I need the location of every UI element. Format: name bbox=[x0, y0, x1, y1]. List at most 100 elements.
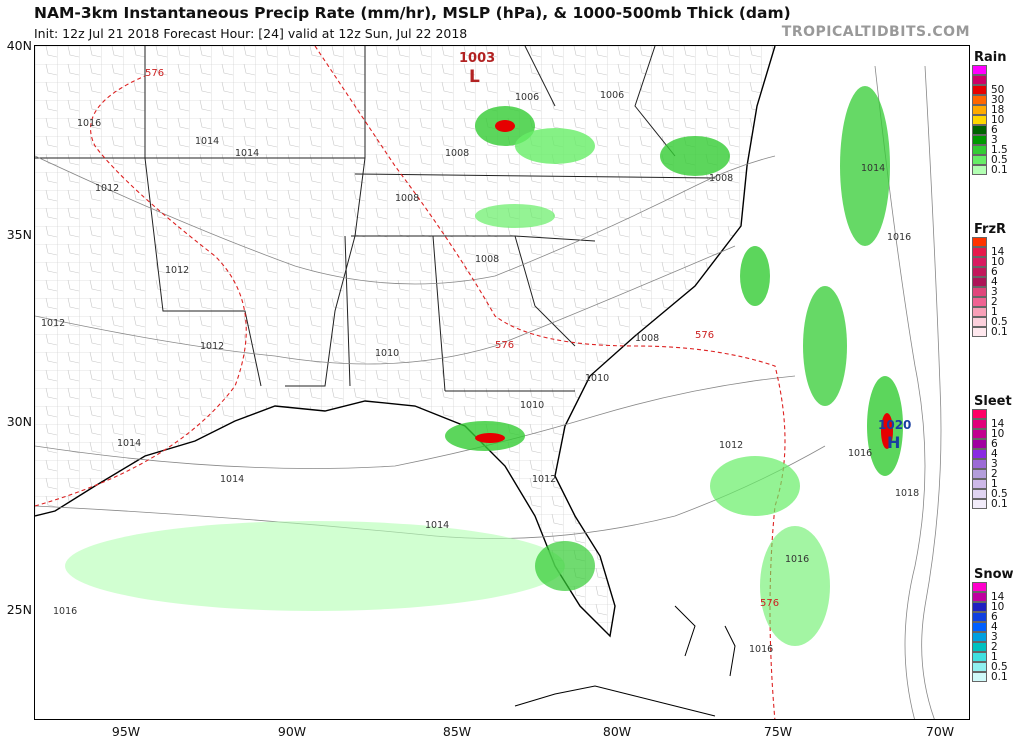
legend-level: 3 bbox=[972, 632, 1024, 642]
precip-cells bbox=[65, 86, 903, 646]
legend-value: 14 bbox=[991, 246, 1005, 258]
legend-level: 10 bbox=[972, 602, 1024, 612]
legend-value: 0.5 bbox=[991, 488, 1008, 500]
legend-value: 10 bbox=[991, 428, 1005, 440]
legend-swatch bbox=[972, 135, 987, 145]
brand-watermark: TROPICALTIDBITS.COM bbox=[781, 24, 970, 40]
legend-value: 6 bbox=[991, 438, 998, 450]
legend-level: 14 bbox=[972, 247, 1024, 257]
svg-text:1010: 1010 bbox=[585, 373, 609, 384]
legend-value: 4 bbox=[991, 276, 998, 288]
svg-text:1014: 1014 bbox=[861, 163, 885, 174]
legend-level bbox=[972, 75, 1024, 85]
legend-swatch bbox=[972, 277, 987, 287]
legend-value: 3 bbox=[991, 134, 998, 146]
weather-map: 576 576 576 576 1016 1014 1012 1014 1012… bbox=[34, 45, 970, 720]
legend-value: 0.5 bbox=[991, 316, 1008, 328]
legend-level: 1 bbox=[972, 479, 1024, 489]
forecast-info: Init: 12z Jul 21 2018 Forecast Hour: [24… bbox=[34, 26, 468, 41]
legend-level: 1 bbox=[972, 652, 1024, 662]
legend-swatch bbox=[972, 499, 987, 509]
legend-swatch bbox=[972, 409, 987, 419]
legend-value: 3 bbox=[991, 631, 998, 643]
svg-text:1006: 1006 bbox=[515, 92, 539, 103]
legend-value: 4 bbox=[991, 448, 998, 460]
legend-level bbox=[972, 65, 1024, 75]
legend-swatch bbox=[972, 145, 987, 155]
legend-rain: Rain 50 30 18 10 6 3 1.5 0.5 0.1 bbox=[972, 50, 1024, 175]
legend-level: 2 bbox=[972, 642, 1024, 652]
legend-value: 3 bbox=[991, 286, 998, 298]
legend-level: 4 bbox=[972, 277, 1024, 287]
legend-swatch bbox=[972, 582, 987, 592]
legend-value: 2 bbox=[991, 641, 998, 653]
thickness-label: 576 bbox=[695, 330, 714, 341]
legend-value: 1 bbox=[991, 651, 998, 663]
svg-text:1016: 1016 bbox=[848, 448, 872, 459]
legend-title: FrzR bbox=[974, 222, 1007, 237]
lat-label-35n: 35N bbox=[6, 227, 32, 242]
legend-value: 3 bbox=[991, 458, 998, 470]
svg-text:1010: 1010 bbox=[520, 400, 544, 411]
legend-swatch bbox=[972, 247, 987, 257]
legend-level: 0.5 bbox=[972, 489, 1024, 499]
legend-swatch bbox=[972, 652, 987, 662]
legend-swatch bbox=[972, 317, 987, 327]
legend-level: 6 bbox=[972, 612, 1024, 622]
lon-label-95w: 95W bbox=[111, 724, 141, 739]
svg-text:1012: 1012 bbox=[41, 318, 65, 329]
svg-text:1012: 1012 bbox=[719, 440, 743, 451]
legend-value: 14 bbox=[991, 418, 1005, 430]
svg-text:1014: 1014 bbox=[235, 148, 259, 159]
legend-value: 0.1 bbox=[991, 671, 1008, 683]
legend-level: 10 bbox=[972, 257, 1024, 267]
high-pressure-symbol: H bbox=[887, 433, 900, 452]
legend-level: 10 bbox=[972, 115, 1024, 125]
legend-level bbox=[972, 409, 1024, 419]
legend-level: 1 bbox=[972, 307, 1024, 317]
legend-swatch bbox=[972, 267, 987, 277]
legend-swatch bbox=[972, 419, 987, 429]
legend-level: 3 bbox=[972, 135, 1024, 145]
legend-level: 10 bbox=[972, 429, 1024, 439]
legend-level: 14 bbox=[972, 592, 1024, 602]
legend-title: Rain bbox=[974, 50, 1007, 65]
legend-swatch bbox=[972, 75, 987, 85]
lat-label-40n: 40N bbox=[6, 38, 32, 53]
svg-text:1014: 1014 bbox=[117, 438, 141, 449]
legend-swatch bbox=[972, 592, 987, 602]
legend-swatch bbox=[972, 105, 987, 115]
svg-text:1008: 1008 bbox=[445, 148, 469, 159]
legend-value: 2 bbox=[991, 468, 998, 480]
lon-label-80w: 80W bbox=[602, 724, 632, 739]
thickness-label: 576 bbox=[495, 340, 514, 351]
isobar-labels: 1016 1014 1012 1014 1012 1010 1012 1012 … bbox=[41, 90, 919, 655]
legend-level bbox=[972, 237, 1024, 247]
legend-level: 0.5 bbox=[972, 662, 1024, 672]
legend-swatch bbox=[972, 602, 987, 612]
svg-text:1016: 1016 bbox=[53, 606, 77, 617]
legend-level: 0.1 bbox=[972, 327, 1024, 337]
legend-frzr: FrzR 14 10 6 4 3 2 1 0.5 0.1 bbox=[972, 222, 1024, 337]
legend-value: 6 bbox=[991, 124, 998, 136]
legend-value: 18 bbox=[991, 104, 1005, 116]
legend-value: 6 bbox=[991, 266, 998, 278]
legend-level: 6 bbox=[972, 125, 1024, 135]
svg-text:1016: 1016 bbox=[77, 118, 101, 129]
svg-text:1008: 1008 bbox=[475, 254, 499, 265]
legend-snow: Snow 14 10 6 4 3 2 1 0.5 0.1 bbox=[972, 567, 1024, 682]
legend-level: 18 bbox=[972, 105, 1024, 115]
legend-level: 50 bbox=[972, 85, 1024, 95]
legend-swatch bbox=[972, 237, 987, 247]
legend-swatch bbox=[972, 165, 987, 175]
legend-swatch bbox=[972, 469, 987, 479]
legend-level: 6 bbox=[972, 267, 1024, 277]
svg-text:1014: 1014 bbox=[220, 474, 244, 485]
low-pressure-value: 1003 bbox=[459, 51, 495, 66]
legend-swatch bbox=[972, 257, 987, 267]
legend-value: 30 bbox=[991, 94, 1005, 106]
svg-text:1016: 1016 bbox=[887, 232, 911, 243]
svg-text:1012: 1012 bbox=[95, 183, 119, 194]
legend-level: 4 bbox=[972, 622, 1024, 632]
legend-level: 0.1 bbox=[972, 165, 1024, 175]
